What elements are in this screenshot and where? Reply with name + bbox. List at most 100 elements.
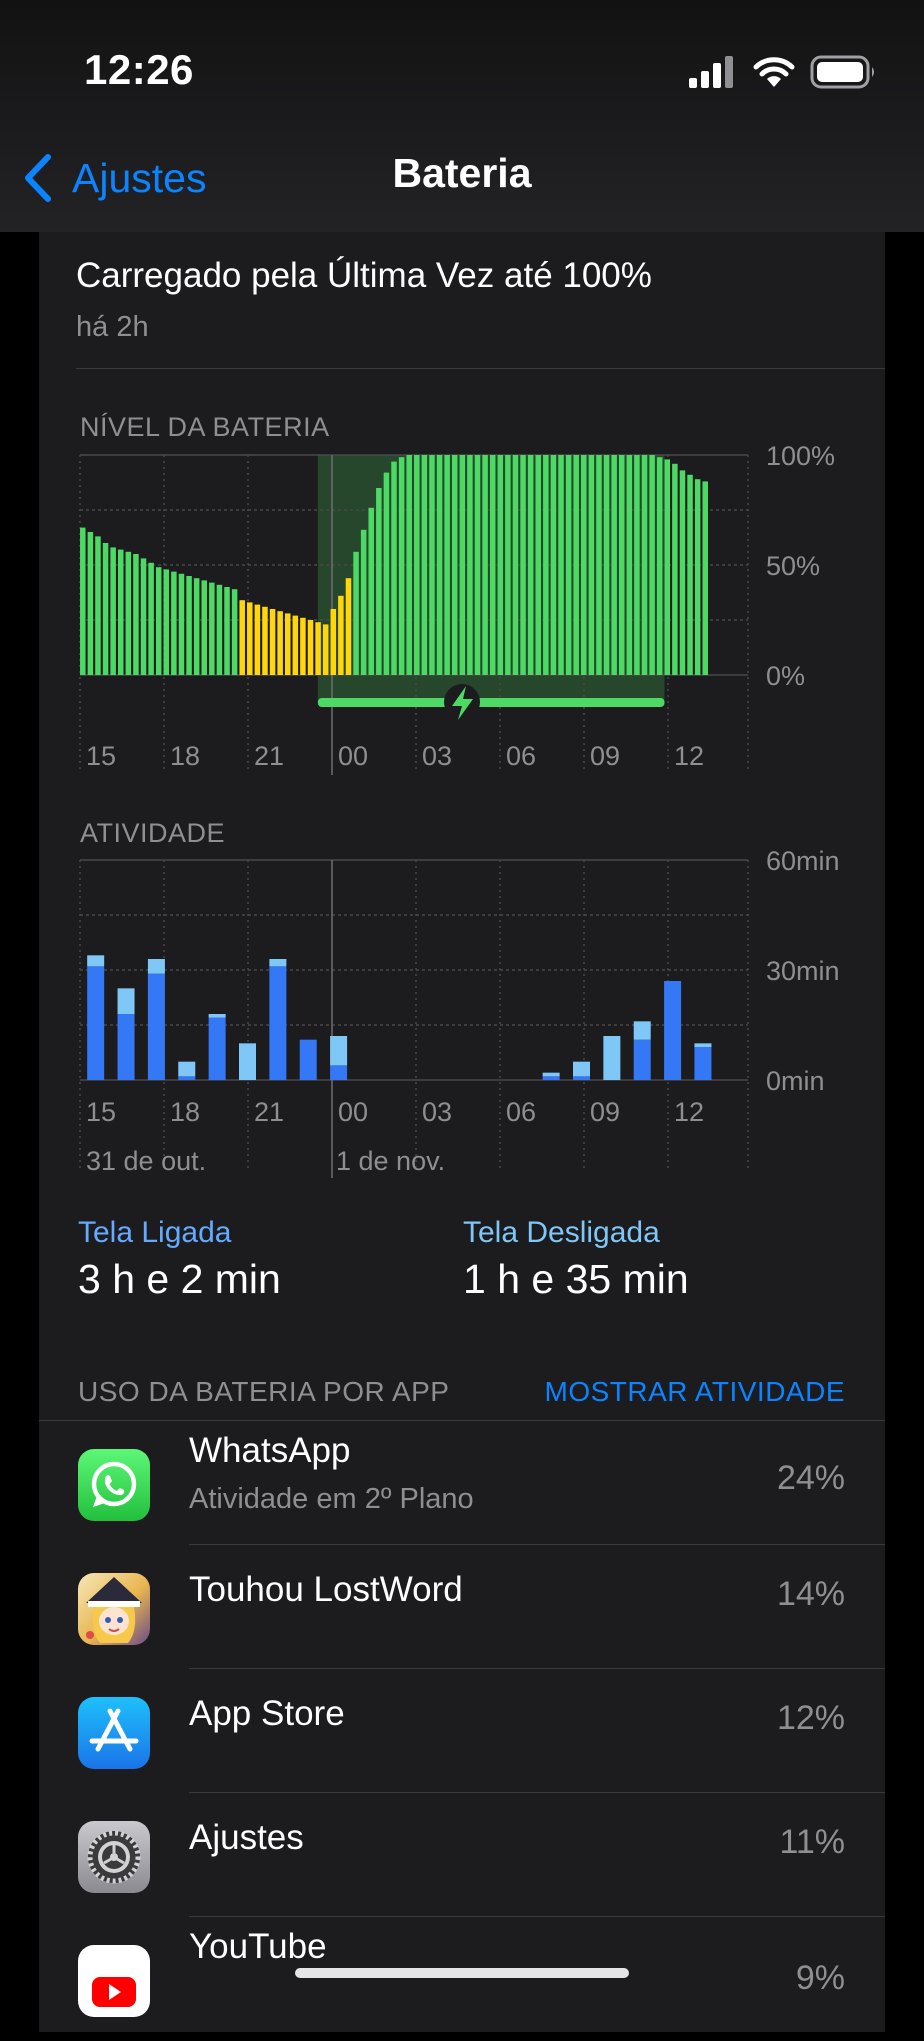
battery-bar <box>634 455 640 675</box>
y-tick-label: 50% <box>766 551 820 581</box>
screen-on-label: Tela Ligada <box>78 1216 232 1249</box>
back-button[interactable]: Ajustes <box>20 148 206 208</box>
battery-bar <box>398 457 405 675</box>
x-tick-label: 00 <box>338 741 368 771</box>
battery-bar <box>110 547 116 675</box>
date-label: 31 de out. <box>86 1146 206 1176</box>
battery-bar <box>155 567 162 675</box>
battery-bar <box>163 569 170 675</box>
screen-on-bar <box>117 1014 135 1080</box>
battery-bar <box>406 455 412 675</box>
battery-bar <box>497 455 504 675</box>
battery-bar <box>376 488 382 675</box>
separator <box>189 1544 885 1545</box>
last-charge-subtitle: há 2h <box>76 311 149 343</box>
battery-bar <box>307 620 314 675</box>
screen-on-bar <box>299 1039 317 1080</box>
battery-bar <box>148 562 154 675</box>
whatsapp-icon <box>78 1449 150 1521</box>
battery-bar <box>239 600 245 675</box>
battery-bar <box>133 554 139 675</box>
activity-chart: 60min 30min 0min 15 18 21 00 03 06 09 12 31 de out.… <box>79 846 840 1178</box>
page-title: Bateria <box>392 150 532 196</box>
app-name: Ajustes <box>189 1818 304 1857</box>
battery-bar <box>353 551 359 675</box>
app-store-icon <box>78 1697 150 1769</box>
screen-on-bar <box>87 966 105 1080</box>
app-name: YouTube <box>189 1927 327 1966</box>
battery-bar <box>474 455 481 675</box>
battery-bar <box>201 580 207 675</box>
x-tick-label: 21 <box>254 1097 284 1127</box>
charging-bolt-icon <box>452 686 473 720</box>
app-row-whatsapp[interactable]: WhatsApp Atividade em 2º Plano 24% <box>39 1421 885 1545</box>
battery-bar <box>186 576 192 675</box>
screen-off-bar <box>694 1043 712 1047</box>
screen-on-bar <box>330 1065 348 1080</box>
settings-gear-icon <box>78 1821 150 1893</box>
app-percentage: 14% <box>776 1575 845 1613</box>
x-tick-label: 00 <box>338 1097 368 1127</box>
show-activity-button[interactable]: MOSTRAR ATIVIDADE <box>544 1376 845 1407</box>
battery-bar <box>80 527 86 675</box>
activity-label: ATIVIDADE <box>80 818 226 848</box>
app-percentage: 12% <box>776 1699 845 1737</box>
separator <box>189 1792 885 1793</box>
screen-on-bar <box>208 1017 226 1080</box>
battery-bar <box>543 455 549 675</box>
home-indicator[interactable] <box>295 1968 629 1978</box>
screen-on-bar <box>633 1039 651 1080</box>
battery-bar <box>95 536 101 675</box>
app-row-app-store[interactable]: App Store 12% <box>39 1669 885 1793</box>
screen-on-bar <box>694 1047 712 1080</box>
x-tick-label: 12 <box>674 1097 704 1127</box>
cellular-signal-icon <box>689 56 733 88</box>
battery-bar <box>368 507 374 675</box>
y-tick-label: 30min <box>766 956 840 986</box>
battery-bar <box>618 455 625 675</box>
battery-bar <box>277 611 283 675</box>
back-label: Ajustes <box>72 154 207 201</box>
battery-bar <box>505 455 511 675</box>
battery-bar <box>520 455 526 675</box>
screen-off-bar <box>330 1036 348 1066</box>
y-tick-label: 60min <box>766 846 840 876</box>
battery-bar <box>216 584 223 675</box>
screen-off-label: Tela Desligada <box>463 1216 660 1249</box>
battery-bar <box>315 622 321 675</box>
x-tick-label: 21 <box>254 741 284 771</box>
x-tick-label: 12 <box>674 741 704 771</box>
app-percentage: 9% <box>795 1959 845 1997</box>
battery-bar <box>489 455 496 675</box>
battery-bar <box>231 589 238 675</box>
battery-bar <box>626 455 633 675</box>
wifi-icon <box>753 57 795 87</box>
battery-bar <box>702 481 708 675</box>
battery-bar <box>125 551 132 675</box>
x-tick-label: 18 <box>170 741 200 771</box>
x-tick-label: 09 <box>590 741 620 771</box>
battery-bar <box>512 455 519 675</box>
screen-off-bar <box>633 1021 651 1040</box>
charging-indicator-bar <box>317 698 665 707</box>
app-row-youtube[interactable]: YouTube 9% <box>39 1917 885 2041</box>
battery-bar <box>247 602 253 675</box>
battery-bar <box>558 455 564 675</box>
y-tick-label: 0% <box>766 661 805 691</box>
battery-bar <box>254 604 261 675</box>
battery-bar <box>140 558 147 675</box>
battery-bar <box>224 587 230 675</box>
x-tick-label: 06 <box>506 741 536 771</box>
touhou-lostword-icon <box>78 1573 150 1645</box>
battery-bar <box>611 455 617 675</box>
battery-bar <box>429 455 435 675</box>
battery-bar <box>102 543 109 675</box>
navigation-header: 12:26 Ajustes Bateria <box>0 0 924 232</box>
battery-bar <box>482 455 488 675</box>
battery-bar <box>664 459 671 675</box>
battery-bar <box>117 549 124 675</box>
battery-bar <box>687 474 693 675</box>
app-row-touhou-lostword[interactable]: Touhou LostWord 14% <box>39 1545 885 1669</box>
x-tick-label: 03 <box>422 741 452 771</box>
app-row-ajustes[interactable]: Ajustes 11% <box>39 1793 885 1917</box>
